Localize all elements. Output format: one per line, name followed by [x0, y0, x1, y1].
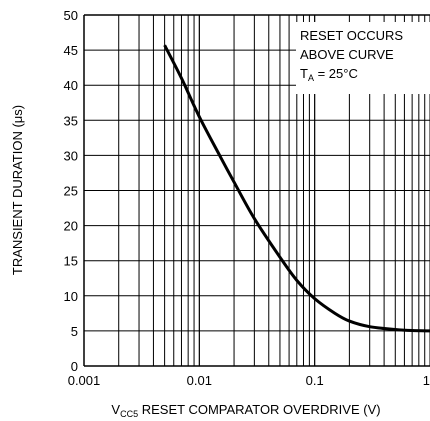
y-tick-label: 45 — [64, 43, 78, 58]
x-axis-title-main: V — [111, 402, 120, 417]
annotation-temp-value: = 25°C — [314, 66, 358, 81]
x-axis-title: VCC5 RESET COMPARATOR OVERDRIVE (V) — [111, 402, 380, 419]
x-tick-label: 0.1 — [306, 373, 324, 388]
x-tick-label: 0.001 — [68, 373, 101, 388]
annotation-box: RESET OCCURS ABOVE CURVE TA = 25°C — [296, 22, 430, 94]
y-tick-label: 25 — [64, 184, 78, 199]
annotation-temp-sub: A — [308, 73, 314, 83]
plot-frame — [83, 14, 430, 367]
y-tick-label: 30 — [64, 148, 78, 163]
y-tick-label: 15 — [64, 254, 78, 269]
x-tick-label: 0.01 — [187, 373, 212, 388]
y-tick-label: 35 — [64, 113, 78, 128]
y-tick-label: 40 — [64, 78, 78, 93]
annotation-line-3: TA = 25°C — [300, 66, 358, 83]
y-tick-label: 0 — [71, 359, 78, 374]
annotation-background — [296, 22, 430, 94]
y-axis-title: TRANSIENT DURATION (μs) — [10, 105, 25, 275]
y-tick-label: 5 — [71, 324, 78, 339]
annotation-line-1: RESET OCCURS — [300, 28, 403, 43]
annotation-temp-symbol: T — [300, 66, 308, 81]
y-tick-label: 10 — [64, 289, 78, 304]
y-tick-labels: 0 5 10 15 20 25 30 35 40 45 50 — [64, 8, 78, 374]
annotation-line-2: ABOVE CURVE — [300, 47, 394, 62]
series-line — [163, 44, 430, 333]
x-tick-label: 1 — [423, 373, 430, 388]
series-lines — [163, 44, 430, 333]
x-axis-title-sub: CC5 — [120, 409, 138, 419]
x-tick-labels: 0.001 0.01 0.1 1 — [68, 373, 430, 388]
y-tick-label: 50 — [64, 8, 78, 23]
x-axis-title-rest: RESET COMPARATOR OVERDRIVE (V) — [138, 402, 380, 417]
y-tick-label: 20 — [64, 219, 78, 234]
